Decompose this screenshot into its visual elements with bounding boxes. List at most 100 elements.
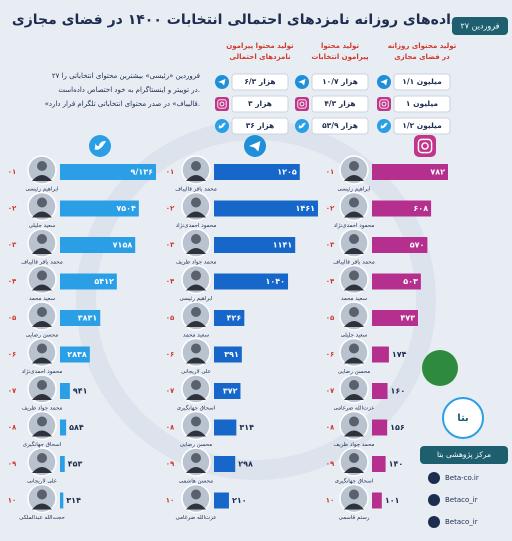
instagram-icon [295,97,309,111]
stat-pill [231,117,289,135]
photo-body [186,175,206,181]
value-label: ۳۱۴ [66,496,81,505]
value-label: ۷۵۰۴ [116,204,136,213]
photo-head [191,197,201,208]
candidate-name: محمد جواد ظریف [176,260,217,266]
value-label: ۱۱۴۱ [273,241,293,250]
date-badge [452,17,508,35]
instagram-ring [297,99,307,109]
photo-body [32,467,52,473]
value-label: ۳۱۴ [239,423,254,432]
photo-body [32,284,52,291]
rank: ۰۸ [166,424,175,432]
bar [372,164,448,180]
photo-body [186,357,206,364]
photo-body [32,175,52,181]
bar [372,237,428,253]
value-label: ۱۰۱ [385,496,400,505]
photo-head [349,270,359,281]
bar [372,346,389,363]
value-label: ۷۸۲ [430,168,445,177]
photo-body [186,503,206,510]
photo-head [349,307,359,317]
candidate-name: محسن هاشمی [179,479,213,485]
value-label: ۴۵۳ [68,460,83,469]
rank: ۰۴ [8,278,17,286]
stat-pill [311,117,369,135]
photo-head [37,416,47,427]
bar [60,237,136,253]
bar [372,456,386,472]
candidate-name: محسن رضایی [180,442,213,448]
candidate-name: سعید جلیلی [341,333,368,339]
column-header: در فضای مجازی [394,53,450,61]
photo-body [32,394,52,400]
photo-head [349,380,359,390]
photo-body [344,430,364,437]
photo-head [37,453,47,463]
stat-pill [311,73,369,91]
telegram-plane [380,78,388,86]
candidate-name: ابراهیم رئیسی [338,187,371,193]
stat-value: ۴/۳ هزار [324,99,355,108]
column-header: پیرامون انتخابات [311,53,369,61]
link-icon [428,494,440,506]
photo-head [349,453,359,463]
photo-body [186,211,206,218]
rank: ۰۶ [8,351,17,359]
twitter-bird [380,122,388,129]
stat-pill [393,73,451,91]
stat-value: ۳۶ هزار [246,121,275,130]
photo-body [344,248,364,254]
photo-body [344,284,364,291]
instagram-ring [379,99,389,109]
value-label: ۵۰۳ [403,277,418,286]
value-label: ۱۰۴۰ [266,277,286,286]
candidate-name: محمود احمدی‌نژاد [334,223,375,229]
candidate-name: سعید محمد [341,296,368,302]
photo-head [191,270,201,281]
photo-body [344,175,364,181]
bar [372,200,432,217]
note-line: ۲۷ فروردین «رئیسی» بیشترین محتوای انتخاب… [52,72,200,80]
instagram-ring [417,138,433,154]
stat-value: ۱۰/۷ هزار [322,77,358,86]
stat-pill [231,73,289,91]
value-label: ۱۲۰۵ [277,168,297,177]
bar [372,492,382,509]
value-label: ۵۷۰ [410,241,425,250]
photo-body [32,503,52,510]
candidate-name: ابراهیم رئیسی [26,187,59,193]
photo-head [191,380,201,390]
note-line: در توییتر و اینستاگرام به خود اختصاص داد… [58,85,200,94]
photo-head [349,343,359,354]
candidate-name: اسحاق جهانگیری [335,478,374,485]
photo-body [186,430,206,437]
photo-body [32,430,52,437]
photo-head [37,270,47,281]
photo-head [191,161,201,171]
value-label: ۵۸۴ [69,423,84,432]
photo-body [344,503,364,510]
value-label: ۲۱۰ [232,496,247,505]
photo-head [191,416,201,427]
candidate-name: محمد باقر قالیباف [333,260,375,266]
twitter-bird [94,141,107,150]
rank: ۰۶ [166,351,175,359]
rank: ۱۰ [8,497,17,505]
candidate-name: ابراهیم رئیسی [180,296,213,302]
value-label: ۷۱۵۸ [113,241,133,250]
telegram-plane [298,78,306,86]
stat-value: ۱/۲ میلیون [402,121,442,130]
rank: ۰۷ [8,387,17,395]
org-name: مرکز پژوهشی بتا [437,450,491,459]
rank: ۰۳ [8,241,17,249]
instagram-lens [219,101,225,107]
rank: ۰۵ [326,314,335,322]
value-label: ۶۰۸ [413,204,428,213]
bar [60,164,156,180]
photo-body [344,357,364,364]
rank: ۰۶ [326,351,335,359]
bar [60,200,139,217]
bar [214,419,237,436]
